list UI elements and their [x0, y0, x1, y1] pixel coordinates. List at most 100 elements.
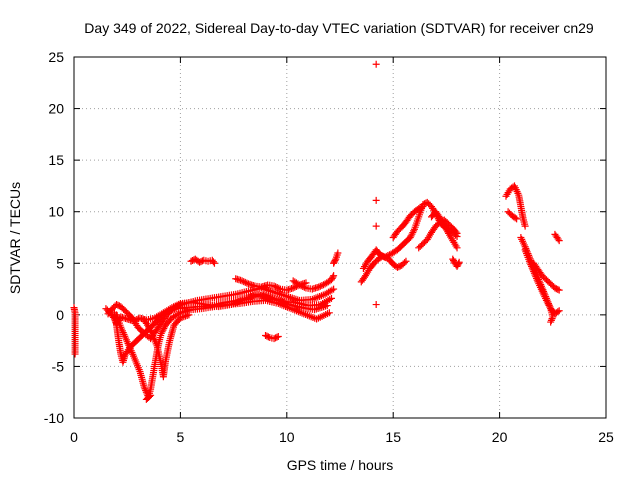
y-tick-label: 25	[48, 49, 64, 65]
data-point	[419, 203, 427, 211]
data-point	[513, 215, 521, 223]
data-point	[273, 333, 281, 341]
data-point	[264, 333, 272, 341]
data-point	[289, 284, 297, 292]
data-point	[453, 229, 461, 237]
data-point	[297, 282, 305, 290]
data-point	[401, 259, 409, 267]
data-point	[453, 244, 461, 252]
data-point	[554, 235, 562, 243]
y-tick-label: 5	[56, 255, 64, 271]
data-point	[334, 249, 342, 257]
data-point	[169, 306, 177, 314]
data-point	[167, 307, 175, 315]
data-point	[531, 271, 539, 279]
data-point	[542, 296, 550, 304]
data-points	[70, 60, 563, 403]
data-point	[410, 227, 418, 235]
data-point	[325, 309, 333, 317]
data-point	[381, 253, 389, 261]
data-point	[555, 307, 563, 315]
data-point	[533, 276, 541, 284]
data-point	[549, 313, 557, 321]
data-point	[209, 258, 217, 266]
data-point	[530, 269, 538, 277]
data-point	[454, 260, 462, 268]
data-point	[210, 259, 218, 267]
data-point	[142, 386, 150, 394]
data-point	[241, 278, 249, 286]
data-point	[300, 283, 308, 291]
y-tick-label: 0	[56, 307, 64, 323]
data-point	[443, 226, 451, 234]
y-tick-label: 20	[48, 101, 64, 117]
data-point	[318, 281, 326, 289]
data-point	[158, 328, 166, 336]
data-point	[382, 252, 390, 260]
data-point	[554, 285, 562, 293]
data-point	[455, 258, 463, 266]
data-point	[555, 286, 563, 294]
data-point	[543, 298, 551, 306]
data-point	[177, 301, 185, 309]
data-point	[547, 316, 555, 324]
data-point	[407, 232, 415, 240]
plot-frame	[73, 56, 607, 419]
data-point	[330, 272, 338, 280]
data-point	[160, 324, 168, 332]
data-point	[170, 305, 178, 313]
data-point	[442, 224, 450, 232]
axis-ticks	[73, 56, 607, 419]
data-point	[140, 383, 148, 391]
data-point	[546, 303, 554, 311]
data-point	[182, 312, 190, 320]
chart-title: Day 349 of 2022, Sidereal Day-to-day VTE…	[84, 20, 594, 36]
data-point	[372, 60, 380, 68]
data-point	[406, 234, 414, 241]
data-point	[544, 300, 552, 308]
data-point	[146, 325, 154, 333]
x-axis-label: GPS time / hours	[287, 457, 394, 473]
y-tick-label: -5	[52, 358, 65, 374]
data-point	[384, 252, 392, 260]
data-point	[408, 230, 416, 238]
data-point	[521, 222, 529, 230]
x-tick-label: 0	[70, 429, 78, 445]
data-point	[180, 313, 188, 321]
data-point	[547, 318, 555, 326]
data-point	[402, 257, 410, 265]
x-tick-label: 10	[279, 429, 295, 445]
data-point	[525, 257, 533, 265]
x-tick-label: 15	[385, 429, 401, 445]
data-point	[372, 301, 380, 309]
data-point	[71, 350, 79, 358]
data-point	[146, 392, 154, 400]
data-point	[418, 203, 426, 211]
data-point	[329, 273, 337, 281]
data-point	[275, 284, 283, 292]
data-point	[532, 274, 540, 282]
data-point	[185, 311, 193, 319]
data-point	[511, 214, 519, 222]
data-point	[372, 222, 380, 230]
data-point	[372, 196, 380, 204]
data-point	[165, 307, 173, 315]
data-point	[554, 308, 562, 316]
x-tick-label: 20	[492, 429, 508, 445]
data-point	[545, 301, 553, 309]
x-tick-label: 25	[598, 429, 614, 445]
data-point	[327, 294, 335, 302]
data-point	[157, 329, 165, 337]
y-axis-label: SDTVAR / TECUs	[7, 182, 23, 294]
y-tick-label: 10	[48, 204, 64, 220]
data-point	[238, 277, 246, 285]
data-point	[159, 326, 167, 334]
data-point	[296, 281, 304, 289]
data-point	[441, 223, 449, 231]
data-point	[555, 237, 563, 245]
tick-labels: 0 5 10 15 20 25 -10 -5 0 5 10 15 20 25	[44, 49, 614, 445]
data-point	[316, 282, 324, 290]
data-point	[452, 228, 460, 236]
data-point	[240, 278, 248, 286]
